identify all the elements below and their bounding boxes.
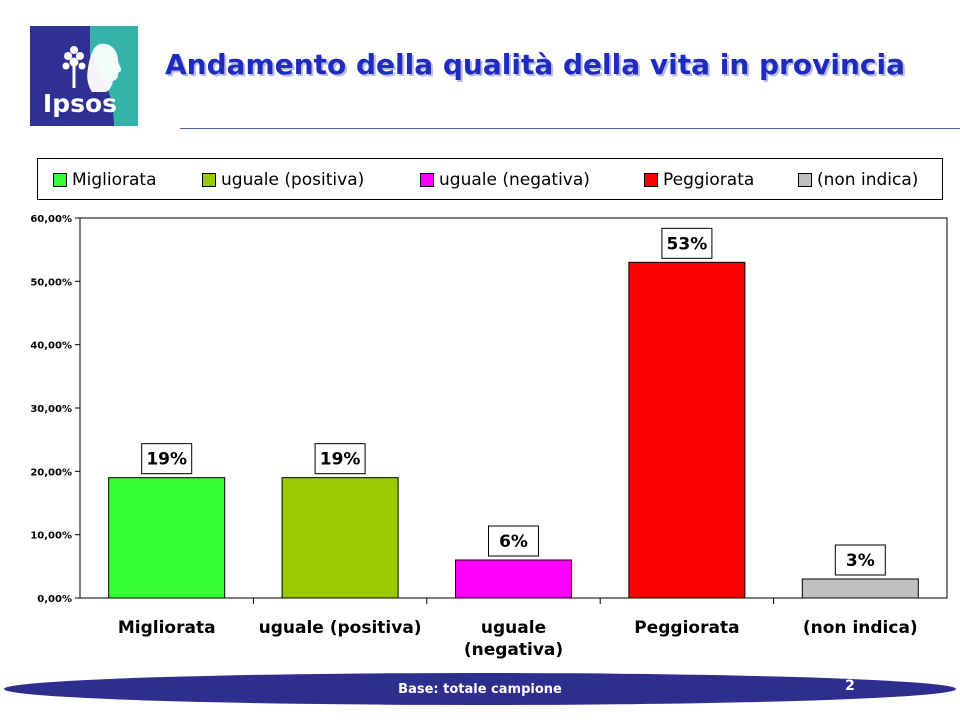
logo-tree-icon	[62, 46, 86, 88]
legend-swatch	[420, 173, 434, 187]
bar	[108, 477, 226, 599]
y-tick-label: 40,00%	[30, 341, 72, 352]
bar	[455, 559, 572, 599]
page-number: 2	[845, 678, 855, 694]
bar-chart: 0,00% 10,00% 20,00% 30,00% 40,00% 50,00% 60,00…	[30, 214, 948, 660]
legend-swatch	[53, 173, 67, 187]
data-label: 19%	[320, 450, 361, 470]
page-title: Andamento della qualità della vita in pr…	[165, 48, 905, 81]
data-label: 19%	[146, 450, 187, 470]
bar	[801, 578, 919, 599]
data-label: 53%	[667, 234, 708, 254]
x-axis: Migliorata uguale (positiva) uguale (negati…	[118, 598, 918, 660]
legend-item-uguale-negativa: uguale (negativa)	[420, 170, 590, 190]
bar	[628, 261, 746, 599]
data-label-box	[661, 227, 713, 259]
data-label: 6%	[499, 532, 528, 552]
legend-label: uguale (positiva)	[221, 170, 365, 190]
legend-label: Migliorata	[72, 170, 157, 190]
legend-label: uguale (negativa)	[439, 170, 590, 190]
footer-band	[4, 673, 956, 705]
y-tick-label: 20,00%	[30, 467, 72, 478]
data-label-box	[314, 443, 366, 475]
logo-text: Ipsos	[43, 89, 117, 118]
y-tick-label: 10,00%	[30, 531, 72, 542]
x-tick-label: Peggiorata	[634, 618, 739, 638]
legend-label: (non indica)	[817, 170, 919, 190]
bar	[281, 477, 399, 599]
logo-profile-icon	[87, 43, 122, 92]
y-tick-label: 30,00%	[30, 404, 72, 415]
y-tick-label: 0,00%	[37, 594, 72, 605]
x-tick-label: uguale (positiva)	[259, 618, 422, 638]
x-tick-label: Migliorata	[118, 618, 216, 638]
legend-swatch	[644, 173, 658, 187]
legend-label: Peggiorata	[663, 170, 755, 190]
legend-item-migliorata: Migliorata	[53, 170, 157, 190]
y-tick-label: 50,00%	[30, 277, 72, 288]
legend-item-non-indica: (non indica)	[798, 170, 919, 190]
data-label-box	[141, 443, 193, 475]
y-tick-label: 60,00%	[30, 214, 72, 225]
data-labels: 19% 19% 6% 53% 3%	[141, 227, 886, 576]
title-divider	[180, 128, 960, 129]
legend-item-peggiorata: Peggiorata	[644, 170, 755, 190]
x-tick-label: uguale (negativa)	[464, 618, 563, 660]
bars	[108, 261, 919, 599]
ipsos-logo: Ipsos	[30, 26, 138, 126]
x-tick-label: (non indica)	[803, 618, 918, 638]
chart-legend: Migliorata uguale (positiva) uguale (neg…	[37, 158, 943, 200]
legend-item-uguale-positiva: uguale (positiva)	[202, 170, 365, 190]
data-label: 3%	[846, 551, 875, 571]
y-axis: 0,00% 10,00% 20,00% 30,00% 40,00% 50,00% 60,00…	[30, 214, 80, 605]
legend-swatch	[798, 173, 812, 187]
legend-swatch	[202, 173, 216, 187]
data-label-box	[488, 525, 539, 557]
data-label-box	[834, 544, 886, 576]
footer-note: Base: totale campione	[398, 682, 562, 697]
